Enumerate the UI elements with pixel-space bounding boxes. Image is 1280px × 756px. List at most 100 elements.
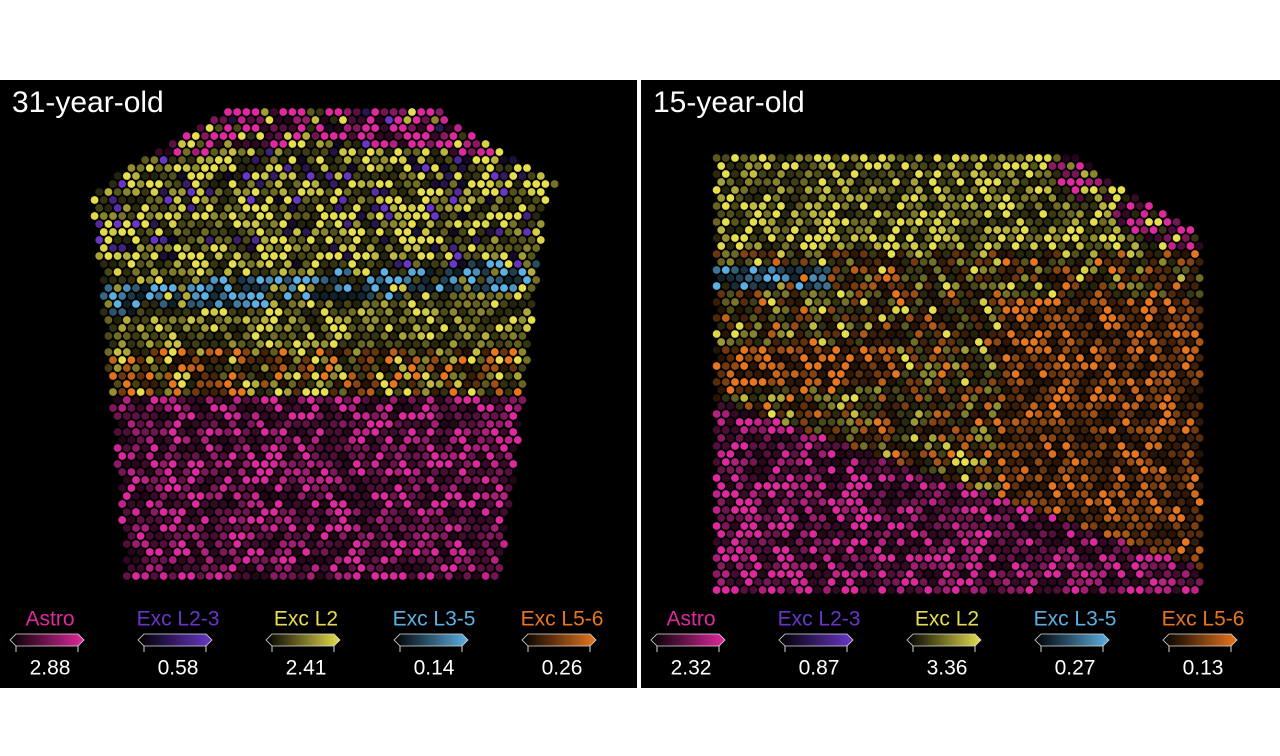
spot xyxy=(887,458,896,466)
spot xyxy=(247,356,255,364)
spot xyxy=(813,442,822,450)
spot xyxy=(1071,378,1080,386)
spot xyxy=(1048,338,1057,346)
spot xyxy=(155,148,163,156)
spot xyxy=(196,236,205,244)
spot xyxy=(1186,274,1195,282)
spot xyxy=(887,314,896,322)
spot xyxy=(408,396,416,404)
spot xyxy=(1057,498,1066,506)
spot xyxy=(362,460,370,468)
spot xyxy=(412,116,421,124)
spot xyxy=(1020,498,1029,506)
spot xyxy=(744,434,753,442)
spot xyxy=(744,354,753,362)
spot xyxy=(892,210,900,218)
spot xyxy=(334,572,343,580)
spot xyxy=(1057,194,1066,202)
spot xyxy=(348,452,357,460)
spot xyxy=(809,386,818,394)
spot xyxy=(178,492,186,500)
spot xyxy=(1002,354,1011,362)
spot xyxy=(518,220,527,228)
spot xyxy=(132,220,140,228)
spot xyxy=(375,404,384,412)
spot xyxy=(352,476,361,484)
spot xyxy=(518,300,527,308)
spot xyxy=(320,212,329,220)
spot xyxy=(311,532,320,540)
spot xyxy=(325,268,334,276)
spot xyxy=(873,162,882,170)
spot xyxy=(1099,362,1107,370)
spot xyxy=(758,282,767,290)
spot xyxy=(325,380,334,388)
spot xyxy=(836,482,845,490)
spot xyxy=(403,212,412,220)
spot xyxy=(168,412,177,420)
tissue xyxy=(712,154,1204,594)
spot xyxy=(224,236,232,244)
spot xyxy=(1103,354,1112,362)
spot xyxy=(919,210,928,218)
spot xyxy=(164,420,173,428)
spot xyxy=(247,164,255,172)
spot xyxy=(477,324,485,332)
spot xyxy=(956,338,965,346)
spot xyxy=(279,140,288,148)
spot xyxy=(293,404,301,412)
spot xyxy=(500,412,508,420)
spot xyxy=(1122,386,1130,394)
spot xyxy=(247,132,255,140)
spot xyxy=(421,244,430,252)
spot xyxy=(777,394,785,402)
spot xyxy=(311,116,320,124)
spot xyxy=(1043,410,1052,418)
spot xyxy=(334,556,343,564)
spot xyxy=(127,308,136,316)
spot xyxy=(182,244,191,252)
spot xyxy=(191,260,200,268)
spot xyxy=(901,514,910,522)
spot xyxy=(1172,250,1181,258)
spot xyxy=(1007,314,1015,322)
spot xyxy=(279,300,288,308)
spot xyxy=(859,458,868,466)
spot xyxy=(1122,322,1130,330)
spot xyxy=(754,434,762,442)
spot xyxy=(302,452,311,460)
spot xyxy=(1089,170,1098,178)
spot xyxy=(164,484,173,492)
spot xyxy=(155,324,163,332)
spot xyxy=(947,226,956,234)
spot xyxy=(965,178,974,186)
spot xyxy=(228,276,237,284)
spot xyxy=(513,324,522,332)
spot xyxy=(1039,514,1048,522)
spot xyxy=(463,364,472,372)
spot xyxy=(417,380,426,388)
spot xyxy=(1080,362,1089,370)
spot xyxy=(136,164,145,172)
spot xyxy=(1172,458,1181,466)
spot xyxy=(1112,466,1121,474)
spot xyxy=(339,116,347,124)
spot xyxy=(325,460,334,468)
spot xyxy=(283,388,292,396)
spot xyxy=(242,300,251,308)
spot xyxy=(444,188,453,196)
spot xyxy=(1043,186,1052,194)
spot xyxy=(481,556,490,564)
spot xyxy=(901,402,910,410)
spot xyxy=(201,276,209,284)
spot xyxy=(947,466,956,474)
spot xyxy=(786,330,795,338)
spot xyxy=(933,490,942,498)
spot xyxy=(233,252,242,260)
spot xyxy=(735,194,744,202)
spot xyxy=(251,332,260,340)
spot xyxy=(804,474,813,482)
spot xyxy=(1076,162,1084,170)
spot xyxy=(1016,218,1025,226)
